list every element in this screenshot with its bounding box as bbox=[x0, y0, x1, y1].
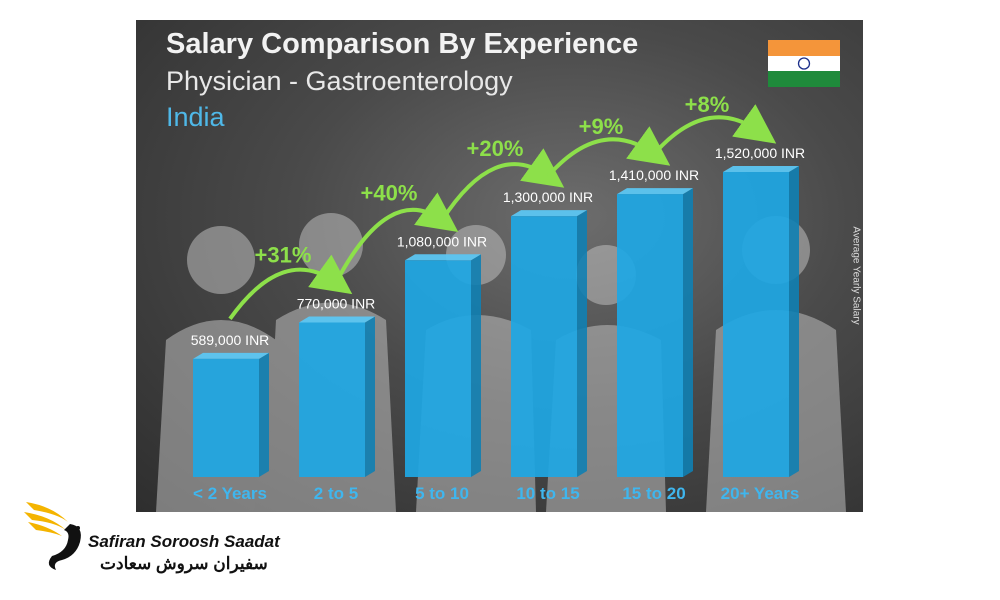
phoenix-logo-icon bbox=[24, 502, 81, 570]
bar-value-label: 1,520,000 INR bbox=[715, 145, 805, 161]
bar-top bbox=[511, 210, 587, 217]
bar-value-label: 1,300,000 INR bbox=[503, 189, 593, 205]
bar-side bbox=[259, 352, 269, 477]
increase-label: +40% bbox=[361, 180, 418, 205]
bar bbox=[723, 172, 789, 477]
category-label: 5 to 10 bbox=[415, 484, 469, 503]
bar bbox=[617, 194, 683, 477]
chart-country: India bbox=[166, 102, 225, 132]
category-label: 20+ Years bbox=[721, 484, 800, 503]
increase-label: +20% bbox=[467, 136, 524, 161]
increase-arrow bbox=[546, 126, 671, 178]
category-label: 2 to 5 bbox=[314, 484, 358, 503]
increase-arrow bbox=[334, 192, 459, 284]
company-logo: Safiran Soroosh Saadat سفیران سروش سعادت bbox=[22, 494, 292, 584]
bar-side bbox=[471, 254, 481, 477]
increase-arrow bbox=[440, 148, 565, 222]
increase-label: +9% bbox=[579, 114, 624, 139]
bar-chart: 589,000 INR < 2 Years 770,000 INR 2 to 5 1,0… bbox=[191, 92, 805, 503]
bar-side bbox=[683, 188, 693, 477]
bar bbox=[511, 216, 577, 478]
bar-top bbox=[193, 352, 269, 359]
bar-value-label: 589,000 INR bbox=[191, 332, 270, 348]
bar-top bbox=[405, 254, 481, 261]
india-flag-icon bbox=[768, 40, 840, 87]
bar-side bbox=[577, 210, 587, 478]
bar bbox=[299, 322, 365, 477]
increase-label: +8% bbox=[685, 92, 730, 117]
chart-panel: Salary Comparison By Experience Physicia… bbox=[136, 20, 863, 512]
category-label: < 2 Years bbox=[193, 484, 267, 503]
bar-side bbox=[789, 166, 799, 477]
category-label: 15 to 20 bbox=[622, 484, 685, 503]
increase-arrow bbox=[228, 254, 353, 320]
bar-top bbox=[299, 316, 375, 323]
category-label: 10 to 15 bbox=[516, 484, 579, 503]
bar bbox=[405, 260, 471, 477]
bar bbox=[193, 358, 259, 477]
bar-top bbox=[617, 188, 693, 195]
bar-top bbox=[723, 166, 799, 172]
bar-side bbox=[365, 316, 375, 477]
chart-subtitle: Physician - Gastroenterology bbox=[166, 66, 513, 96]
bar-value-label: 1,410,000 INR bbox=[609, 167, 699, 183]
increase-label: +31% bbox=[255, 242, 312, 267]
bar-value-label: 1,080,000 INR bbox=[397, 233, 487, 249]
increase-arrow bbox=[652, 104, 777, 156]
logo-name-persian: سفیران سروش سعادت bbox=[100, 554, 268, 573]
bar-value-label: 770,000 INR bbox=[297, 295, 376, 311]
logo-name-english: Safiran Soroosh Saadat bbox=[88, 532, 280, 551]
chart-title: Salary Comparison By Experience bbox=[166, 28, 639, 60]
